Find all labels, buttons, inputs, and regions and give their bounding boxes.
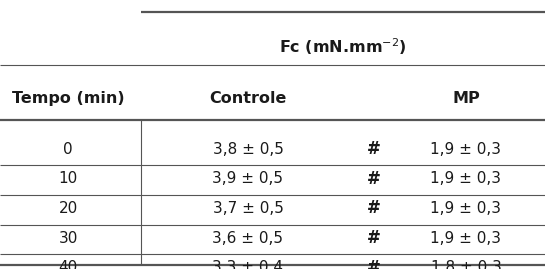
Text: 3,7 ± 0,5: 3,7 ± 0,5 xyxy=(213,201,283,216)
Text: 1,9 ± 0,3: 1,9 ± 0,3 xyxy=(431,142,501,157)
Text: 3,9 ± 0,5: 3,9 ± 0,5 xyxy=(213,171,283,186)
Text: 3,8 ± 0,5: 3,8 ± 0,5 xyxy=(213,142,283,157)
Text: 3,6 ± 0,5: 3,6 ± 0,5 xyxy=(213,231,283,246)
Text: 1,9 ± 0,3: 1,9 ± 0,3 xyxy=(431,201,501,216)
Text: Controle: Controle xyxy=(209,91,287,106)
Text: #: # xyxy=(366,200,380,217)
Text: 1,9 ± 0,3: 1,9 ± 0,3 xyxy=(431,171,501,186)
Text: #: # xyxy=(366,259,380,269)
Text: Fc (mN.mm$^{-2}$): Fc (mN.mm$^{-2}$) xyxy=(279,37,407,57)
Text: 20: 20 xyxy=(58,201,78,216)
Text: #: # xyxy=(366,229,380,247)
Text: Tempo (min): Tempo (min) xyxy=(12,91,124,106)
Text: #: # xyxy=(366,140,380,158)
Text: #: # xyxy=(366,170,380,188)
Text: 1,8 ± 0,3: 1,8 ± 0,3 xyxy=(431,260,501,269)
Text: 10: 10 xyxy=(58,171,78,186)
Text: MP: MP xyxy=(452,91,480,106)
Text: 0: 0 xyxy=(63,142,73,157)
Text: 1,9 ± 0,3: 1,9 ± 0,3 xyxy=(431,231,501,246)
Text: 3,3 ± 0,4: 3,3 ± 0,4 xyxy=(213,260,283,269)
Text: 40: 40 xyxy=(58,260,78,269)
Text: 30: 30 xyxy=(58,231,78,246)
